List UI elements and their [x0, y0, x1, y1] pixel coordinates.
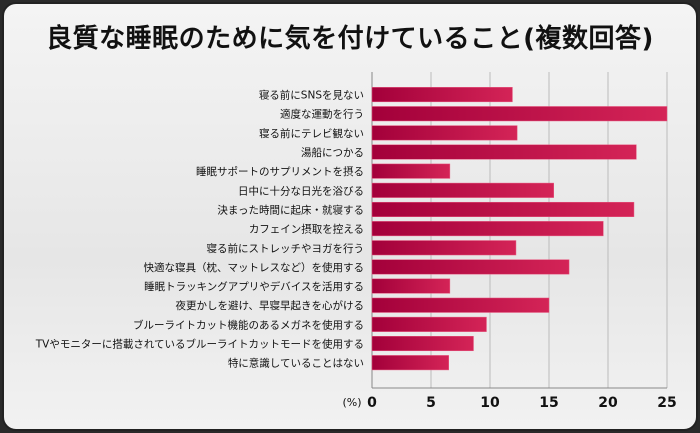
bar [371, 259, 570, 275]
bar [371, 221, 604, 237]
bar [371, 201, 635, 217]
category-label: 特に意識していることはない [228, 357, 364, 370]
category-label: TVやモニターに搭載されているブルーライトカットモードを使用する [35, 338, 364, 351]
category-label: 日中に十分な日光を浴びる [238, 184, 364, 197]
category-label: 寝る前にテレビ観ない [259, 127, 364, 140]
bar [371, 355, 449, 371]
x-tick-label: 0 [367, 395, 377, 411]
category-label: 睡眠トラッキングアプリやデバイスを活用する [144, 280, 364, 293]
bar [371, 336, 474, 352]
x-tick-label: 25 [657, 395, 676, 411]
x-tick-label: 10 [480, 395, 500, 411]
category-label: 適度な運動を行う [280, 108, 364, 121]
bar [371, 278, 451, 294]
x-tick-label: 15 [539, 395, 558, 411]
category-label: 寝る前にストレッチやヨガを行う [207, 242, 365, 255]
category-label: 快適な寝具（枕、マットレスなど）を使用する [144, 261, 365, 274]
bar [371, 240, 517, 256]
bar [371, 125, 518, 141]
unit-label: (%) [342, 396, 361, 409]
bar [371, 106, 668, 122]
x-tick-label: 20 [598, 395, 618, 411]
bar [371, 87, 513, 103]
bar [371, 182, 554, 198]
bar [371, 144, 637, 160]
bar [371, 316, 487, 332]
category-label: ブルーライトカット機能のあるメガネを使用する [133, 318, 364, 331]
category-label: カフェイン摂取を控える [249, 223, 364, 236]
bar [371, 297, 550, 313]
category-label: 決まった時間に起床・就寝する [217, 203, 364, 216]
bar [371, 163, 451, 179]
category-label: 湯船につかる [301, 146, 364, 159]
chart-title: 良質な睡眠のために気を付けていること(複数回答) [46, 24, 654, 54]
category-label: 夜更かしを避け、早寝早起きを心がける [176, 299, 364, 312]
category-label: 睡眠サポートのサプリメントを摂る [196, 165, 364, 178]
category-label: 寝る前にSNSを見ない [259, 89, 364, 102]
x-tick-label: 5 [426, 395, 436, 411]
